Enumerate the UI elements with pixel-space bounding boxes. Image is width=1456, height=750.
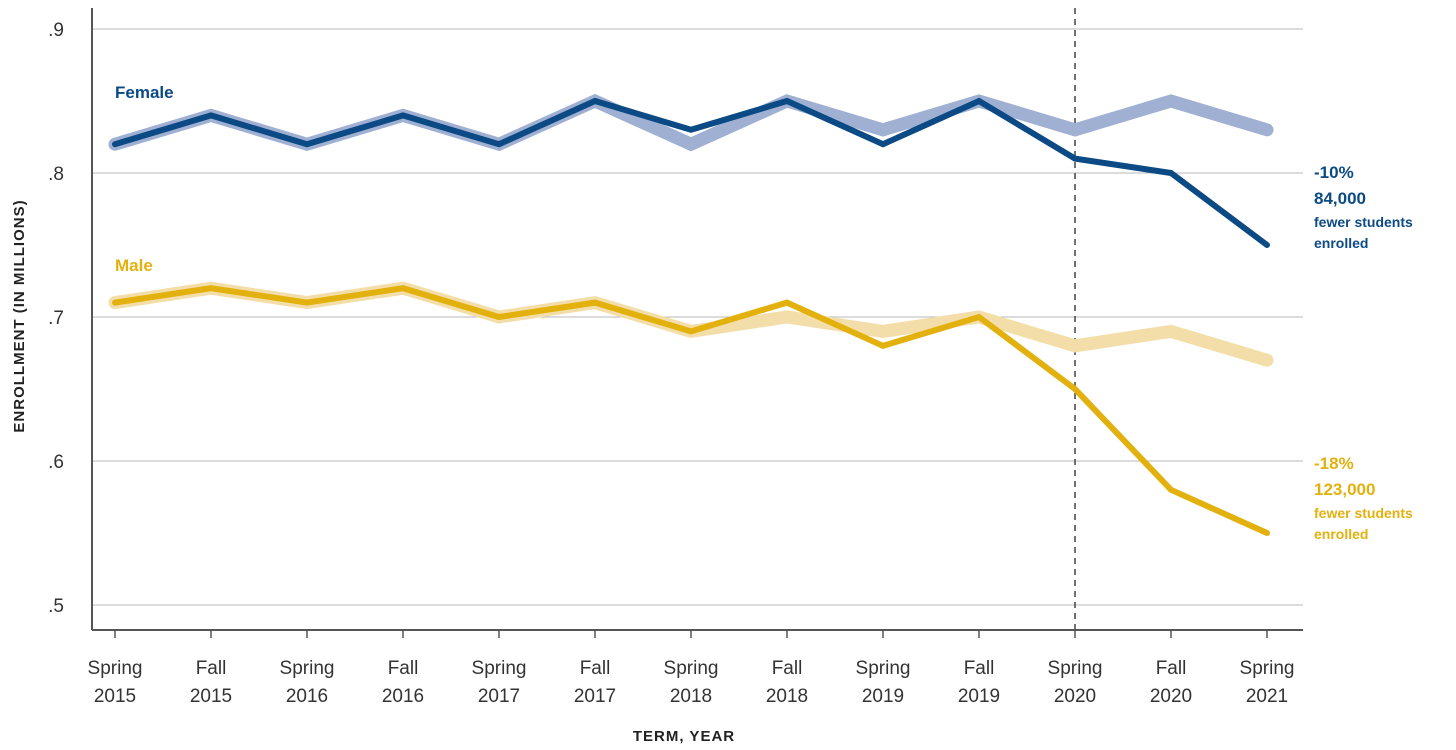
female-annotation-line2: enrolled bbox=[1314, 235, 1368, 251]
x-tick-label: Fall 2019 bbox=[958, 658, 1000, 707]
y-tick-label: .5 bbox=[48, 596, 64, 617]
x-tick-label: Fall 2018 bbox=[766, 658, 808, 707]
x-tick-label: Fall 2016 bbox=[382, 658, 424, 707]
x-tick-label: Fall 2017 bbox=[574, 658, 616, 707]
female-annotation-percent: -10% bbox=[1314, 163, 1354, 182]
annotations: -10% 84,000 fewer students enrolled -18% 123,… bbox=[1314, 163, 1413, 542]
y-tick-label: .8 bbox=[48, 164, 64, 185]
x-tick-label: Fall 2015 bbox=[190, 658, 232, 707]
male-annotation-count: 123,000 bbox=[1314, 480, 1375, 499]
x-tick-label: Fall 2020 bbox=[1150, 658, 1192, 707]
y-axis-title: ENROLLMENT (IN MILLIONS) bbox=[11, 199, 28, 432]
x-tick-label: Spring 2020 bbox=[1048, 658, 1103, 707]
y-tick-label: .7 bbox=[48, 308, 64, 329]
y-tick-labels: .5 .6 .7 .8 .9 bbox=[48, 20, 64, 617]
series-labels: Female Male bbox=[115, 83, 174, 275]
x-tick-label: Spring 2017 bbox=[472, 658, 527, 707]
x-tick-labels: Spring 2015 Fall 2015 Spring 2016 Fall 2016 Spri… bbox=[88, 658, 1295, 707]
male-annotation-percent: -18% bbox=[1314, 454, 1354, 473]
x-tick-label: Spring 2016 bbox=[280, 658, 335, 707]
x-tick-label: Spring 2019 bbox=[856, 658, 911, 707]
y-tick-label: .6 bbox=[48, 452, 64, 473]
male-annotation-line1: fewer students bbox=[1314, 505, 1413, 521]
female-annotation-line1: fewer students bbox=[1314, 214, 1413, 230]
female-actual-line bbox=[112, 97, 1270, 248]
axes bbox=[91, 8, 1303, 638]
male-series-label: Male bbox=[115, 256, 153, 275]
y-tick-label: .9 bbox=[48, 20, 64, 41]
female-series-label: Female bbox=[115, 83, 174, 102]
male-annotation-line2: enrolled bbox=[1314, 526, 1368, 542]
female-annotation-count: 84,000 bbox=[1314, 189, 1366, 208]
x-tick-label: Spring 2018 bbox=[664, 658, 719, 707]
x-tick-label: Spring 2021 bbox=[1240, 658, 1295, 707]
x-tick-label: Spring 2015 bbox=[88, 658, 143, 707]
series-lines bbox=[108, 93, 1274, 536]
gridlines bbox=[92, 28, 1303, 606]
male-actual-line bbox=[112, 285, 1270, 536]
x-axis-title: TERM, YEAR bbox=[633, 728, 735, 745]
